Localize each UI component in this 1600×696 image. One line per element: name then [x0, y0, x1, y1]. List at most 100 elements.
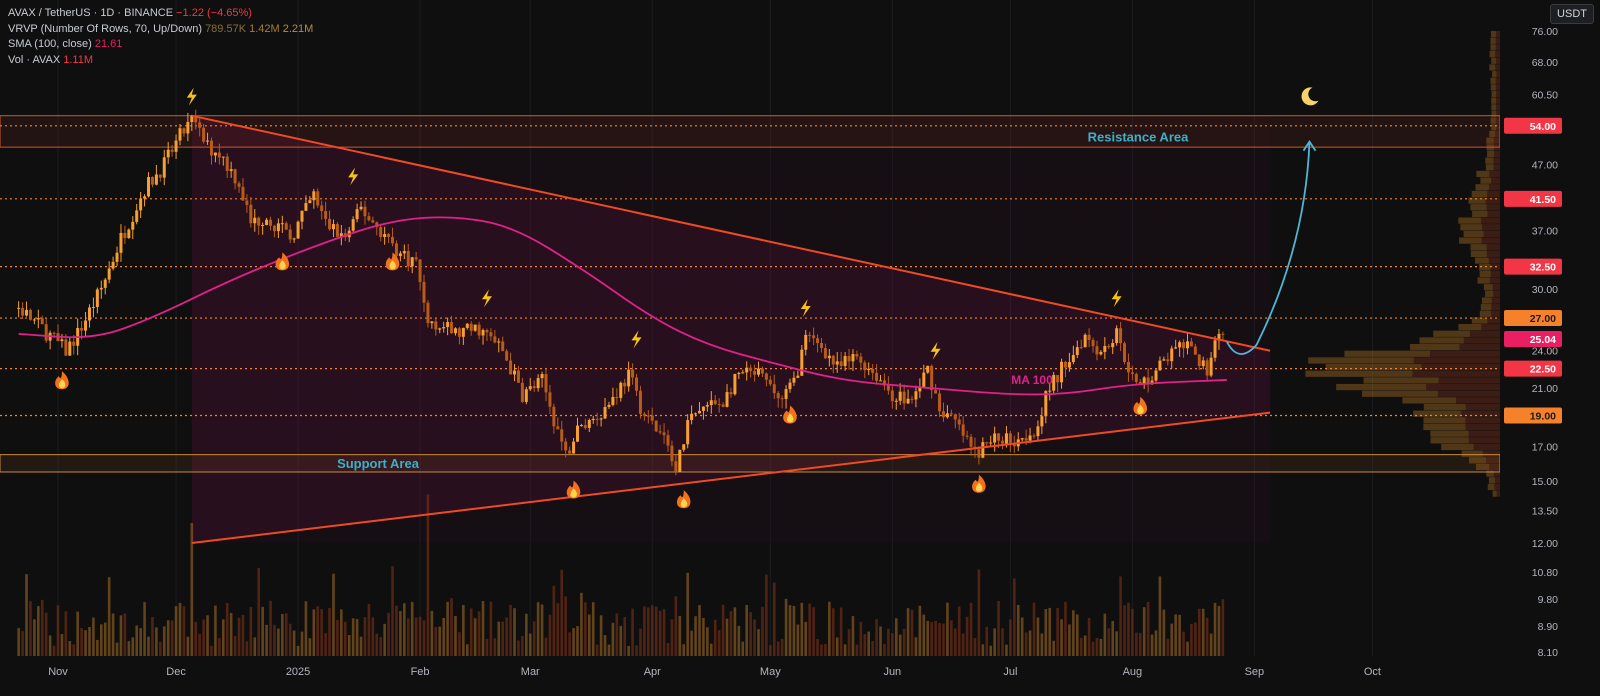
time-axis[interactable]: Nov Dec 2025 Feb Mar Apr May Jun Jul Aug Sep Oct: [0, 656, 1500, 696]
candle-body: [398, 253, 402, 257]
candle-body: [355, 209, 359, 220]
lightning-icon: [930, 341, 941, 360]
price-badge[interactable]: [1504, 407, 1562, 424]
upper-trendline[interactable]: [191, 114, 1271, 352]
volume-bar: [1064, 601, 1067, 656]
candle-body: [324, 211, 328, 219]
volume-bar: [611, 622, 615, 656]
legend-symbol-row[interactable]: AVAX / TetherUS · 1D · BINANCE −1.22 (−4…: [8, 6, 313, 22]
vp-bar-up: [1325, 363, 1422, 371]
volume-bar: [847, 629, 851, 656]
candle-body: [513, 370, 517, 375]
price-badge[interactable]: [1504, 330, 1562, 347]
price-badge[interactable]: [1504, 360, 1562, 377]
projection-arrow[interactable]: [1226, 141, 1311, 355]
price-badge[interactable]: [1504, 310, 1562, 327]
candle-body: [646, 415, 650, 417]
volume-bar: [320, 609, 323, 656]
vp-bar-down: [1456, 397, 1500, 404]
candle-body: [1150, 380, 1154, 384]
volume-bar: [650, 605, 654, 656]
volume-bar: [162, 626, 166, 656]
volume-bar: [615, 613, 619, 656]
volume-bar: [1123, 605, 1126, 656]
candle-body: [103, 279, 107, 288]
vp-bar-up: [1479, 270, 1491, 277]
vp-bar-up: [1492, 490, 1497, 497]
volume-bar: [1099, 638, 1103, 656]
candle-body: [831, 355, 835, 365]
candle-body: [1119, 328, 1123, 344]
price-badge[interactable]: [1504, 190, 1562, 207]
vp-bar-up: [1305, 370, 1413, 377]
volume-bar: [1044, 609, 1048, 656]
projection: [1226, 140, 1317, 355]
volume-bar: [950, 620, 953, 656]
volume-bar: [690, 630, 693, 656]
legend-vrvp-row[interactable]: VRVP (Number Of Rows, 70, Up/Down) 789.5…: [8, 22, 313, 38]
candle-body: [1158, 360, 1162, 371]
candle-body: [394, 243, 398, 257]
volume-bar: [780, 638, 784, 656]
price-badge[interactable]: [1504, 117, 1562, 134]
candle-body: [572, 441, 576, 454]
candle-body: [44, 324, 48, 341]
candle-body: [1193, 346, 1197, 355]
volume-bar: [17, 628, 20, 656]
candle-body: [804, 334, 808, 350]
candle-body: [453, 328, 457, 334]
volume-bar: [985, 626, 989, 656]
volume-bar: [383, 623, 386, 656]
candle-body: [544, 374, 548, 393]
lightning-icon: [186, 87, 197, 106]
volume-bar: [871, 641, 874, 656]
lower-trendline[interactable]: [191, 411, 1271, 544]
candle-body: [418, 259, 422, 282]
volume-bar: [1138, 632, 1142, 656]
candle-body: [135, 210, 139, 222]
x-tick-label: Dec: [166, 666, 186, 678]
resistance-zone: [0, 115, 1501, 148]
volume-bar: [867, 631, 871, 656]
volume-bar: [88, 626, 91, 656]
vp-bar-down: [1463, 337, 1500, 344]
candle-body: [886, 385, 890, 391]
price-badge[interactable]: [1504, 258, 1562, 275]
price-axis[interactable]: 76.00 68.00 60.50 47.00 37.00 30.00 24.00 21.00…: [1500, 0, 1600, 696]
sma-100-line[interactable]: [18, 216, 1227, 396]
legend-volume-row[interactable]: Vol · AVAX 1.11M: [8, 53, 313, 69]
volume-bar: [769, 645, 772, 656]
volume-bar: [324, 633, 327, 656]
candle-body: [552, 406, 556, 427]
candle-body: [678, 449, 682, 472]
candle-body: [796, 375, 800, 378]
vp-bar-up: [1458, 217, 1482, 224]
volume-bar: [548, 614, 552, 656]
volume-bar: [776, 641, 780, 656]
volume-bar: [469, 608, 473, 656]
volume-bar: [639, 628, 642, 656]
candle-body: [985, 442, 989, 444]
volume-bar: [957, 606, 961, 656]
vp-bar-up: [1491, 104, 1497, 111]
volume-bar: [792, 605, 796, 656]
candle-body: [1075, 347, 1079, 355]
candle-body: [863, 362, 867, 371]
candle-body: [296, 221, 300, 239]
vp-bar-down: [1495, 117, 1500, 124]
resistance-area-label: Resistance Area: [1088, 129, 1189, 144]
vp-bar-up: [1472, 210, 1488, 218]
legend-sma-row[interactable]: SMA (100, close) 21.61: [8, 37, 313, 53]
candle-body: [1213, 340, 1217, 358]
candle-body: [1189, 341, 1193, 347]
candle-body: [32, 319, 36, 321]
vp-bar-up: [1489, 50, 1496, 58]
vp-bar-down: [1487, 210, 1500, 218]
candle-body: [147, 177, 151, 197]
candle-body: [615, 396, 619, 398]
currency-button[interactable]: USDT: [1550, 4, 1594, 24]
trendlines: [191, 114, 1271, 544]
volume-bar: [355, 618, 359, 656]
candle-body: [1052, 375, 1056, 391]
